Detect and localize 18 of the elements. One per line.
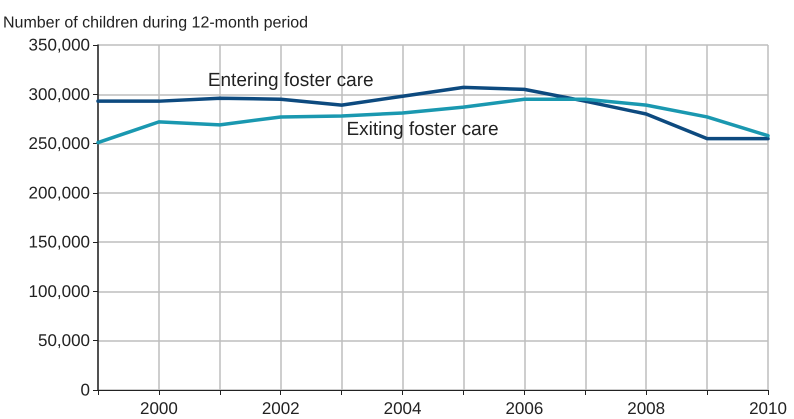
y-tick-label: 0 (80, 380, 90, 400)
series-label: Exiting foster care (346, 119, 499, 140)
x-tick-label: 2002 (262, 399, 300, 418)
y-tick-label: 250,000 (28, 134, 90, 154)
y-tick-label: 350,000 (28, 36, 90, 54)
x-tick-label: 2004 (384, 399, 422, 418)
x-tick-label: 2006 (505, 399, 544, 418)
y-tick-label: 50,000 (38, 331, 90, 350)
y-tick-label: 150,000 (28, 232, 90, 252)
series-label: Entering foster care (208, 70, 374, 92)
x-tick-label: 2008 (627, 399, 666, 418)
y-tick-label: 200,000 (28, 183, 90, 202)
y-axis-title: Number of children during 12-month period (3, 14, 308, 32)
x-tick-label: 2000 (140, 399, 178, 418)
x-tick-label: 2010 (749, 399, 787, 418)
y-tick-label: 300,000 (28, 84, 90, 104)
line-series (96, 97, 770, 144)
y-tick-label: 100,000 (28, 282, 90, 301)
